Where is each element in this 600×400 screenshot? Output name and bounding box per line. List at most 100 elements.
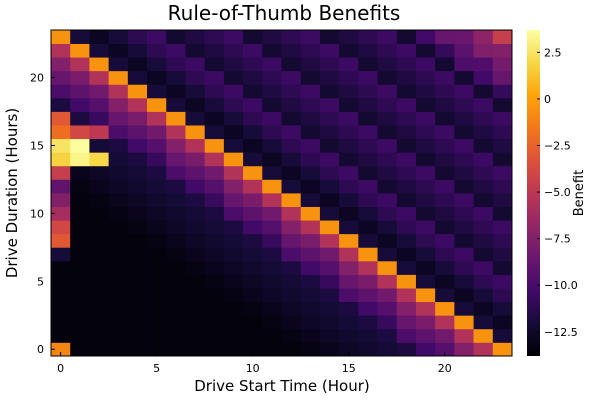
heatmap-cell <box>319 315 340 330</box>
heatmap-cell <box>262 30 282 44</box>
heatmap-cell <box>396 111 417 126</box>
heatmap-cell <box>396 342 417 357</box>
heatmap-cell <box>435 84 455 99</box>
heatmap-cell <box>89 233 110 248</box>
heatmap-cell <box>89 301 110 316</box>
heatmap-cell <box>415 165 436 180</box>
heatmap-cell <box>281 220 302 235</box>
heatmap-cell <box>300 84 321 99</box>
heatmap-cell <box>492 260 513 275</box>
heatmap-cell <box>415 260 436 275</box>
heatmap-cell <box>319 233 340 248</box>
heatmap-cell <box>70 247 90 262</box>
heatmap-cell <box>454 342 474 357</box>
heatmap-cell <box>454 315 474 330</box>
heatmap-cell <box>415 315 436 330</box>
heatmap-cell <box>377 233 398 248</box>
heatmap-cell <box>377 111 398 126</box>
heatmap-cell <box>166 206 186 221</box>
y-tick-label: 15 <box>30 139 44 152</box>
heatmap-cell <box>435 152 455 167</box>
heatmap-cell <box>339 179 359 194</box>
heatmap-cell <box>51 220 71 235</box>
heatmap-cell <box>377 260 398 275</box>
heatmap-cell <box>262 206 282 221</box>
heatmap-cell <box>435 206 455 221</box>
heatmap-cell <box>435 30 455 44</box>
heatmap-cell <box>396 301 417 316</box>
colorbar-tick-label: 0 <box>544 93 551 106</box>
heatmap-cell <box>339 328 359 343</box>
heatmap-cell <box>89 97 110 112</box>
heatmap-cell <box>166 193 186 207</box>
heatmap-cell <box>166 274 186 289</box>
heatmap-cell <box>262 152 282 167</box>
heatmap-cell <box>358 328 378 343</box>
colorbar-tick-label: −5.0 <box>544 186 571 199</box>
heatmap-cell <box>319 206 340 221</box>
heatmap-cell <box>339 165 359 180</box>
heatmap-cell <box>377 138 398 153</box>
heatmap-cell <box>89 193 110 207</box>
heatmap-cell <box>435 70 455 85</box>
heatmap-cell <box>166 260 186 275</box>
heatmap-cell <box>396 30 417 44</box>
heatmap-cell <box>223 30 244 44</box>
heatmap-cell <box>492 97 513 112</box>
heatmap-cell <box>166 138 186 153</box>
heatmap-cell <box>339 260 359 275</box>
heatmap-cell <box>243 247 263 262</box>
heatmap-cell <box>89 274 110 289</box>
heatmap-cell <box>108 260 129 275</box>
heatmap-cell <box>473 179 494 194</box>
heatmap-cell <box>396 328 417 343</box>
heatmap-cell <box>492 138 513 153</box>
heatmap-cell <box>223 97 244 112</box>
heatmap-cell <box>223 301 244 316</box>
heatmap-cell <box>396 43 417 58</box>
heatmap-cell <box>492 30 513 44</box>
heatmap-cell <box>377 165 398 180</box>
heatmap-cell <box>281 30 302 44</box>
heatmap-cell <box>415 274 436 289</box>
heatmap-cell <box>339 342 359 357</box>
heatmap-cell <box>223 125 244 140</box>
heatmap-cell <box>243 57 263 72</box>
heatmap-cell <box>300 165 321 180</box>
heatmap-cell <box>415 57 436 72</box>
heatmap-cell <box>204 288 225 303</box>
heatmap-cell <box>281 206 302 221</box>
heatmap-cell <box>185 138 206 153</box>
heatmap-cell <box>147 43 167 58</box>
heatmap-cell <box>358 70 378 85</box>
heatmap-cell <box>377 179 398 194</box>
heatmap-cell <box>377 193 398 207</box>
heatmap-cell <box>262 57 282 72</box>
heatmap-cell <box>435 138 455 153</box>
heatmap-cell <box>127 260 148 275</box>
heatmap-cell <box>204 247 225 262</box>
heatmap-cell <box>147 57 167 72</box>
heatmap-cell <box>147 342 167 357</box>
heatmap-cell <box>70 233 90 248</box>
heatmap-cell <box>281 288 302 303</box>
colorbar-tick-label: −7.5 <box>544 233 571 246</box>
heatmap-cell <box>262 70 282 85</box>
heatmap-cell <box>243 301 263 316</box>
heatmap-cell <box>319 328 340 343</box>
heatmap-cell <box>262 247 282 262</box>
x-tick-label: 0 <box>57 362 64 375</box>
x-tick-label: 5 <box>153 362 160 375</box>
heatmap-cell <box>166 43 186 58</box>
heatmap-cell <box>262 288 282 303</box>
heatmap-cell <box>319 125 340 140</box>
y-tick-label: 20 <box>30 72 44 85</box>
heatmap-cell <box>243 97 263 112</box>
heatmap-cell <box>108 247 129 262</box>
heatmap-cell <box>166 301 186 316</box>
heatmap-cell <box>377 30 398 44</box>
heatmap-cell <box>415 84 436 99</box>
heatmap-cell <box>377 97 398 112</box>
heatmap-cell <box>454 328 474 343</box>
heatmap-cell <box>454 247 474 262</box>
